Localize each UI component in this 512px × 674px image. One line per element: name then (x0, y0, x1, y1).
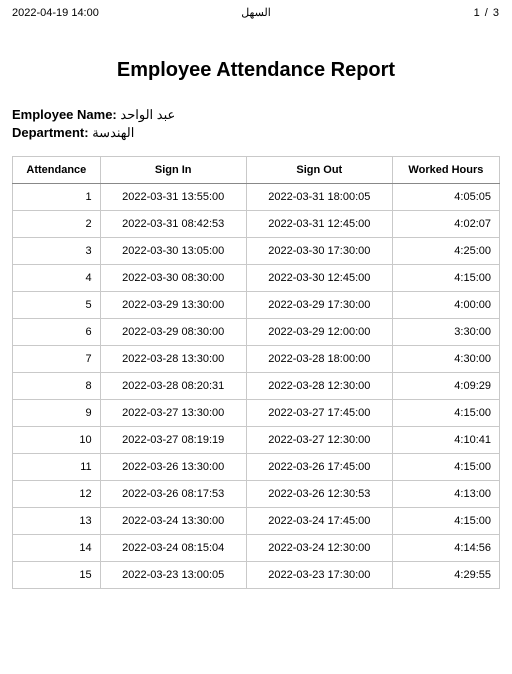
employee-name-value: عبد الواحد (120, 107, 175, 122)
table-row: 112022-03-26 13:30:002022-03-26 17:45:00… (13, 454, 500, 481)
cell-sign-out: 2022-03-23 17:30:00 (246, 562, 392, 589)
page: 2022-04-19 14:00 السهل 1 / 3 Employee At… (0, 0, 512, 601)
report-title: Employee Attendance Report (12, 59, 500, 82)
table-row: 122022-03-26 08:17:532022-03-26 12:30:53… (13, 481, 500, 508)
table-row: 12022-03-31 13:55:002022-03-31 18:00:054… (13, 184, 500, 211)
cell-attendance: 10 (13, 427, 101, 454)
cell-worked-hours: 4:14:56 (392, 535, 499, 562)
table-row: 92022-03-27 13:30:002022-03-27 17:45:004… (13, 400, 500, 427)
cell-sign-out: 2022-03-28 18:00:00 (246, 346, 392, 373)
cell-sign-in: 2022-03-24 13:30:00 (100, 508, 246, 535)
table-row: 62022-03-29 08:30:002022-03-29 12:00:003… (13, 319, 500, 346)
employee-name-row: Employee Name: عبد الواحد (12, 106, 500, 124)
page-current: 1 (474, 7, 481, 19)
cell-sign-out: 2022-03-31 18:00:05 (246, 184, 392, 211)
cell-sign-out: 2022-03-30 17:30:00 (246, 238, 392, 265)
cell-sign-out: 2022-03-29 17:30:00 (246, 292, 392, 319)
col-sign-out: Sign Out (246, 157, 392, 184)
col-attendance: Attendance (13, 157, 101, 184)
cell-sign-out: 2022-03-24 17:45:00 (246, 508, 392, 535)
cell-sign-in: 2022-03-26 13:30:00 (100, 454, 246, 481)
col-sign-in: Sign In (100, 157, 246, 184)
cell-sign-in: 2022-03-24 08:15:04 (100, 535, 246, 562)
cell-sign-in: 2022-03-28 13:30:00 (100, 346, 246, 373)
cell-sign-in: 2022-03-31 13:55:00 (100, 184, 246, 211)
table-row: 152022-03-23 13:00:052022-03-23 17:30:00… (13, 562, 500, 589)
table-row: 72022-03-28 13:30:002022-03-28 18:00:004… (13, 346, 500, 373)
cell-sign-in: 2022-03-23 13:00:05 (100, 562, 246, 589)
cell-worked-hours: 4:05:05 (392, 184, 499, 211)
cell-worked-hours: 4:10:41 (392, 427, 499, 454)
department-row: Department: الهندسة (12, 124, 500, 142)
cell-attendance: 14 (13, 535, 101, 562)
cell-sign-in: 2022-03-31 08:42:53 (100, 211, 246, 238)
table-row: 102022-03-27 08:19:192022-03-27 12:30:00… (13, 427, 500, 454)
cell-sign-in: 2022-03-29 08:30:00 (100, 319, 246, 346)
cell-worked-hours: 4:29:55 (392, 562, 499, 589)
attendance-table: Attendance Sign In Sign Out Worked Hours… (12, 156, 500, 589)
cell-worked-hours: 4:15:00 (392, 508, 499, 535)
cell-attendance: 9 (13, 400, 101, 427)
department-label: Department: (12, 125, 89, 140)
cell-sign-in: 2022-03-26 08:17:53 (100, 481, 246, 508)
cell-worked-hours: 4:15:00 (392, 400, 499, 427)
cell-attendance: 5 (13, 292, 101, 319)
cell-worked-hours: 4:02:07 (392, 211, 499, 238)
cell-sign-out: 2022-03-26 17:45:00 (246, 454, 392, 481)
cell-attendance: 1 (13, 184, 101, 211)
col-worked-hrs: Worked Hours (392, 157, 499, 184)
cell-sign-out: 2022-03-31 12:45:00 (246, 211, 392, 238)
table-row: 32022-03-30 13:05:002022-03-30 17:30:004… (13, 238, 500, 265)
table-body: 12022-03-31 13:55:002022-03-31 18:00:054… (13, 184, 500, 589)
cell-attendance: 3 (13, 238, 101, 265)
table-row: 42022-03-30 08:30:002022-03-30 12:45:004… (13, 265, 500, 292)
cell-sign-out: 2022-03-27 12:30:00 (246, 427, 392, 454)
table-row: 142022-03-24 08:15:042022-03-24 12:30:00… (13, 535, 500, 562)
table-row: 132022-03-24 13:30:002022-03-24 17:45:00… (13, 508, 500, 535)
cell-sign-in: 2022-03-30 13:05:00 (100, 238, 246, 265)
cell-sign-out: 2022-03-30 12:45:00 (246, 265, 392, 292)
page-total: 3 (493, 7, 500, 19)
cell-worked-hours: 4:15:00 (392, 265, 499, 292)
table-row: 52022-03-29 13:30:002022-03-29 17:30:004… (13, 292, 500, 319)
header-timestamp: 2022-04-19 14:00 (12, 7, 175, 19)
cell-sign-in: 2022-03-30 08:30:00 (100, 265, 246, 292)
cell-sign-in: 2022-03-28 08:20:31 (100, 373, 246, 400)
report-meta: Employee Name: عبد الواحد Department: ال… (12, 106, 500, 142)
header-pagination: 1 / 3 (337, 7, 500, 19)
header-title: السهل (175, 6, 338, 19)
cell-sign-out: 2022-03-27 17:45:00 (246, 400, 392, 427)
cell-worked-hours: 4:30:00 (392, 346, 499, 373)
cell-worked-hours: 3:30:00 (392, 319, 499, 346)
table-row: 22022-03-31 08:42:532022-03-31 12:45:004… (13, 211, 500, 238)
cell-attendance: 11 (13, 454, 101, 481)
cell-sign-in: 2022-03-29 13:30:00 (100, 292, 246, 319)
table-header-row: Attendance Sign In Sign Out Worked Hours (13, 157, 500, 184)
page-header: 2022-04-19 14:00 السهل 1 / 3 (12, 6, 500, 19)
cell-attendance: 15 (13, 562, 101, 589)
cell-sign-in: 2022-03-27 13:30:00 (100, 400, 246, 427)
cell-attendance: 12 (13, 481, 101, 508)
cell-attendance: 7 (13, 346, 101, 373)
cell-worked-hours: 4:15:00 (392, 454, 499, 481)
cell-worked-hours: 4:13:00 (392, 481, 499, 508)
employee-name-label: Employee Name: (12, 107, 117, 122)
cell-attendance: 2 (13, 211, 101, 238)
cell-worked-hours: 4:00:00 (392, 292, 499, 319)
cell-sign-out: 2022-03-29 12:00:00 (246, 319, 392, 346)
department-value: الهندسة (92, 125, 134, 140)
cell-worked-hours: 4:25:00 (392, 238, 499, 265)
cell-attendance: 6 (13, 319, 101, 346)
cell-sign-out: 2022-03-26 12:30:53 (246, 481, 392, 508)
cell-attendance: 4 (13, 265, 101, 292)
page-sep: / (485, 7, 489, 19)
table-row: 82022-03-28 08:20:312022-03-28 12:30:004… (13, 373, 500, 400)
cell-worked-hours: 4:09:29 (392, 373, 499, 400)
cell-attendance: 8 (13, 373, 101, 400)
cell-sign-in: 2022-03-27 08:19:19 (100, 427, 246, 454)
cell-sign-out: 2022-03-28 12:30:00 (246, 373, 392, 400)
cell-attendance: 13 (13, 508, 101, 535)
cell-sign-out: 2022-03-24 12:30:00 (246, 535, 392, 562)
